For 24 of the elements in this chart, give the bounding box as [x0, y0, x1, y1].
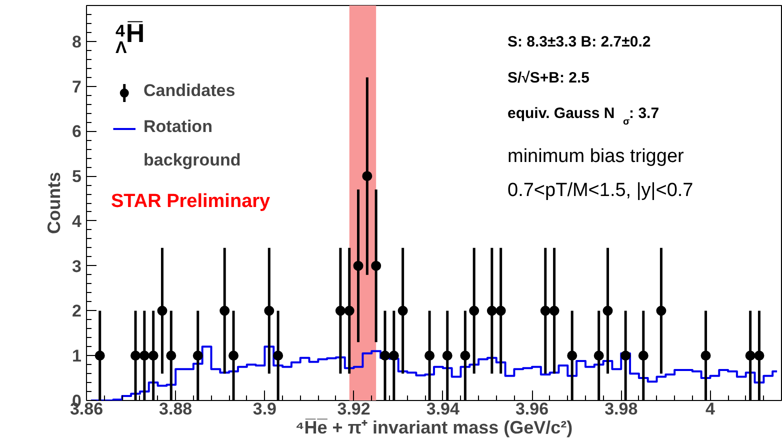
x-tick-label: 4 [705, 400, 716, 418]
annotation: S/√S+B: 2.5 [508, 69, 590, 86]
annotation: STAR Preliminary [111, 190, 271, 212]
legend-label: Rotation background [144, 116, 241, 170]
x-tick-label: 3.9 [252, 400, 277, 418]
annotation: 0.7<pT/M<1.5, |y|<0.7 [508, 180, 694, 201]
x-tick-label: 3.88 [159, 400, 192, 418]
y-axis-title: Counts [44, 172, 64, 234]
x-axis-title: ⁴H̅e̅ + π⁺ invariant mass (GeV/c²) [295, 418, 573, 438]
x-tick-label: 3.92 [337, 400, 370, 418]
y-tick-label: 5 [72, 167, 82, 186]
x-tick-label: 3.96 [515, 400, 549, 418]
annotation: S: 8.3±3.3 B: 2.7±0.2 [508, 33, 651, 50]
y-tick-label: 2 [72, 302, 82, 321]
y-tick-label: 8 [72, 32, 82, 52]
x-tick-label: 3.98 [604, 400, 638, 418]
y-tick-label: 7 [72, 77, 82, 96]
x-tick-label: 3.94 [426, 400, 460, 418]
legend-label: Candidates [144, 81, 236, 100]
y-tick-label: 3 [72, 256, 82, 276]
y-tick-label: 6 [72, 122, 82, 142]
annotation: minimum bias trigger [508, 146, 685, 168]
y-tick-label: 4 [72, 212, 82, 231]
y-tick-label: 1 [72, 346, 82, 366]
